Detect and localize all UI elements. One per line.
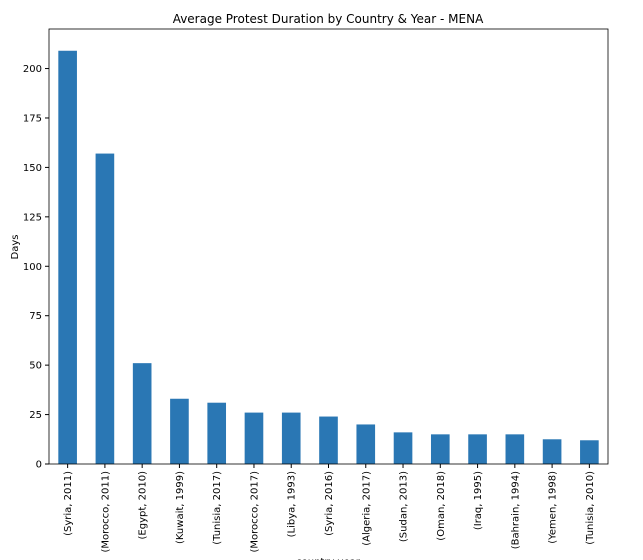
bar: [542, 439, 562, 464]
y-tick-label: 25: [29, 410, 42, 421]
x-tick-label: (Tunisia, 2010): [585, 471, 596, 545]
x-tick-label: (Syria, 2016): [324, 471, 335, 536]
bar: [580, 440, 599, 464]
bar: [356, 424, 376, 464]
x-tick-label: (Bahrain, 1994): [510, 471, 521, 549]
bar: [505, 434, 525, 464]
x-tick-label: (Algeria, 2017): [361, 471, 372, 546]
bar: [95, 153, 115, 464]
plot-frame: [48, 28, 609, 465]
y-tick-label: 75: [29, 311, 42, 322]
bar: [430, 434, 450, 464]
y-tick-label: 125: [23, 212, 42, 223]
y-axis-label: Days: [10, 235, 21, 260]
y-tick-label: 175: [23, 113, 42, 124]
x-tick-label: (Kuwait, 1999): [175, 471, 186, 544]
x-axis-label: country,year: [296, 557, 361, 560]
x-tick-label: (Iraq, 1995): [473, 471, 484, 530]
x-tick-label: (Sudan, 2013): [399, 471, 410, 542]
x-tick-label: (Egypt, 2010): [138, 471, 149, 540]
bar: [281, 412, 301, 464]
x-tick-label: (Yemen, 1998): [548, 471, 559, 544]
x-tick-label: (Oman, 2018): [436, 471, 447, 541]
x-tick-label: (Tunisia, 2017): [212, 471, 223, 545]
bar: [468, 434, 487, 464]
y-tick-label: 100: [23, 262, 42, 273]
chart-title: Average Protest Duration by Country & Ye…: [173, 12, 484, 26]
x-tick-label: (Morocco, 2011): [100, 471, 111, 553]
x-tick-label: (Morocco, 2017): [249, 471, 260, 553]
bar: [393, 432, 413, 464]
bar: [244, 412, 264, 464]
y-tick-label: 150: [23, 163, 42, 174]
x-tick-label: (Libya, 1993): [287, 471, 298, 537]
x-tick-label: (Syria, 2011): [63, 471, 74, 536]
y-tick-label: 50: [29, 361, 42, 372]
y-tick-label: 200: [23, 64, 42, 75]
y-tick-label: 0: [36, 460, 42, 471]
bar: [207, 402, 227, 464]
bar: [319, 416, 338, 464]
bar: [58, 50, 77, 464]
bar: [170, 398, 189, 464]
bar: [132, 363, 152, 464]
